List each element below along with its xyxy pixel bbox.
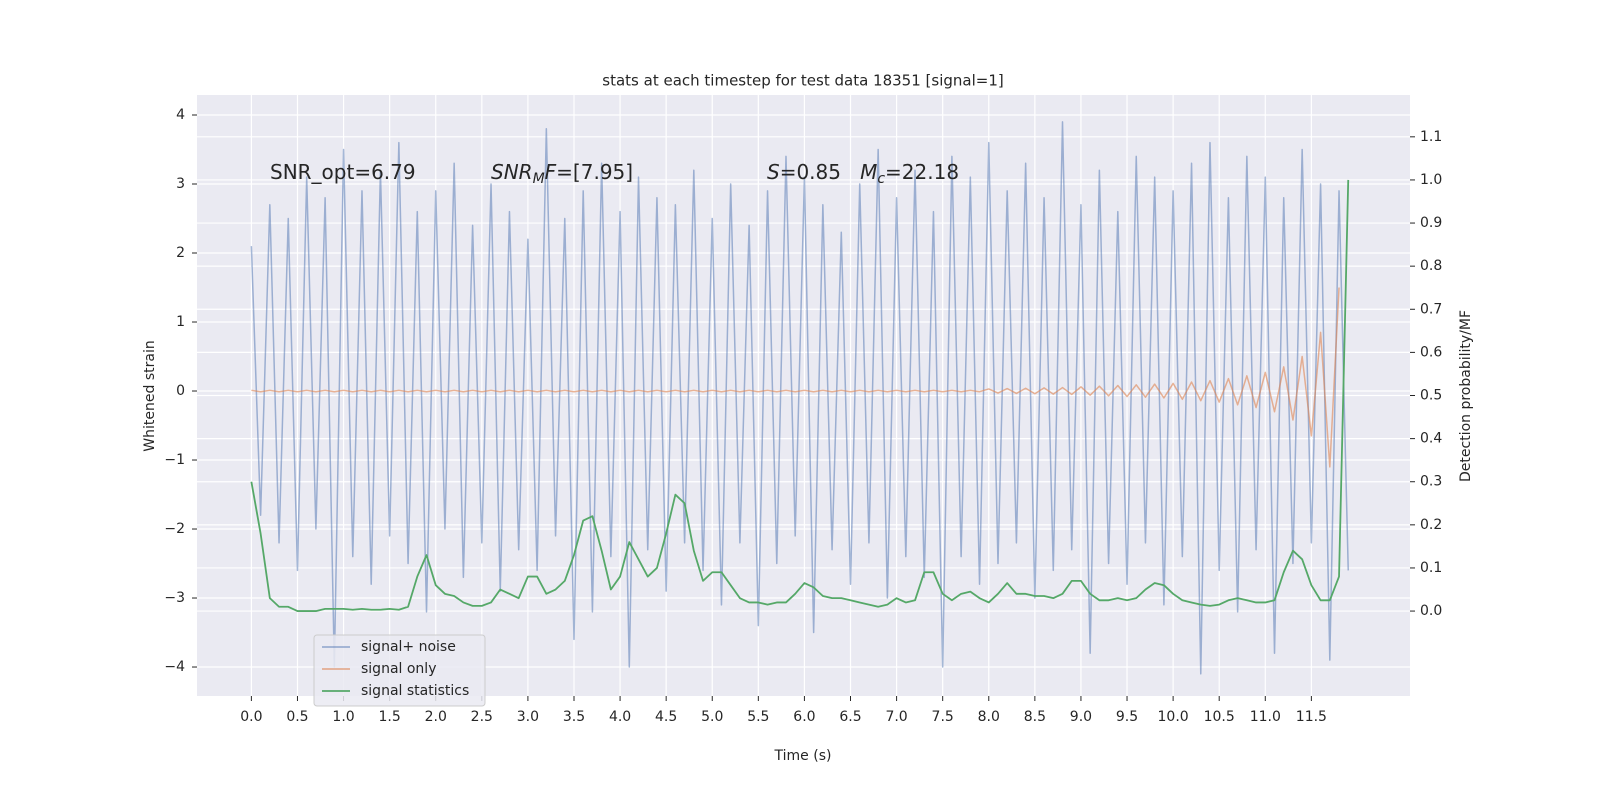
x-tick-label: 3.5 — [563, 709, 585, 725]
y2-tick-label: 0.7 — [1420, 301, 1442, 317]
y-tick-label: −1 — [164, 452, 185, 468]
x-tick-label: 10.0 — [1158, 709, 1189, 725]
annotation-part: F — [545, 160, 557, 184]
series-line — [251, 287, 1340, 468]
y-axis-label: Whitened strain — [142, 340, 158, 451]
y2-tick-label: 0.2 — [1420, 517, 1442, 533]
x-tick-label: 4.5 — [655, 709, 677, 725]
annotation-part: =[7.95] — [556, 160, 633, 184]
annotation: SNRMF=[7.95] — [491, 160, 633, 188]
annotation-part: M — [533, 171, 545, 187]
annotation-part: =22.18 — [885, 160, 959, 184]
y-tick-label: 3 — [176, 176, 185, 192]
y-tick-label: 4 — [176, 107, 185, 123]
x-tick-label: 10.5 — [1204, 709, 1235, 725]
x-tick-label: 3.0 — [517, 709, 539, 725]
annotation-part: S — [767, 160, 780, 184]
chart-title: stats at each timestep for test data 183… — [602, 72, 1003, 90]
x-tick-label: 6.0 — [793, 709, 815, 725]
y2-tick-label: 0.1 — [1420, 560, 1442, 576]
y2-tick-label: 0.4 — [1420, 431, 1442, 447]
x-tick-label: 2.0 — [425, 709, 447, 725]
y2-tick-label: 0.5 — [1420, 388, 1442, 404]
x-tick-label: 11.5 — [1296, 709, 1327, 725]
x-tick-label: 5.0 — [701, 709, 723, 725]
annotation-part: M — [860, 160, 877, 184]
annotation: SNR_opt=6.79 — [270, 160, 416, 184]
series-line — [250, 121, 1349, 675]
x-tick-label: 2.5 — [471, 709, 493, 725]
x-tick-label: 4.0 — [609, 709, 631, 725]
y2-tick-label: 0.3 — [1420, 474, 1442, 490]
y2-tick-label: 1.0 — [1420, 172, 1442, 188]
y2-axis-label: Detection probability/MF — [1458, 310, 1474, 482]
x-tick-label: 0.0 — [240, 709, 262, 725]
x-tick-label: 7.5 — [932, 709, 954, 725]
y-tick-label: 0 — [176, 383, 185, 399]
x-tick-label: 9.0 — [1070, 709, 1092, 725]
x-tick-label: 1.5 — [379, 709, 401, 725]
y-tick-label: −2 — [164, 521, 185, 537]
x-tick-label: 6.5 — [839, 709, 861, 725]
annotation-part: SNR — [491, 160, 533, 184]
legend-label: signal only — [361, 661, 436, 677]
annotation-part: c — [877, 171, 885, 187]
legend-box — [313, 634, 486, 707]
annotation-part: SNR_opt=6.79 — [270, 160, 416, 184]
y2-tick-label: 1.1 — [1420, 129, 1442, 145]
y2-tick-label: 0.9 — [1420, 215, 1442, 231]
x-tick-label: 5.5 — [747, 709, 769, 725]
x-tick-label: 8.0 — [978, 709, 1000, 725]
y2-tick-label: 0.0 — [1420, 603, 1442, 619]
y-tick-label: −4 — [164, 659, 185, 675]
x-tick-label: 7.0 — [885, 709, 907, 725]
annotation-part: =0.85 — [780, 160, 860, 184]
x-tick-label: 1.0 — [332, 709, 354, 725]
series-line — [250, 179, 1350, 612]
y2-tick-label: 0.6 — [1420, 344, 1442, 360]
x-tick-label: 9.5 — [1116, 709, 1138, 725]
annotation: S=0.85 Mc=22.18 — [767, 160, 959, 188]
y-tick-label: −3 — [164, 590, 185, 606]
x-tick-label: 11.0 — [1250, 709, 1281, 725]
y-tick-label: 1 — [176, 314, 185, 330]
legend-label: signal statistics — [361, 683, 469, 699]
x-tick-label: 8.5 — [1024, 709, 1046, 725]
legend-label: signal+ noise — [361, 639, 456, 655]
x-tick-label: 0.5 — [286, 709, 308, 725]
y-tick-label: 2 — [176, 245, 185, 261]
x-axis-label: Time (s) — [774, 748, 832, 764]
y2-tick-label: 0.8 — [1420, 258, 1442, 274]
